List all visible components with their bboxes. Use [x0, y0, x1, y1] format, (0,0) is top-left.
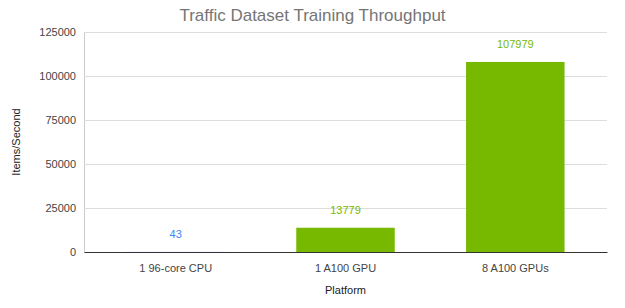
bar	[296, 228, 394, 252]
data-label: 107979	[497, 38, 534, 50]
x-axis: 1 96-core CPU 1 A100 GPU 8 A100 GPUs	[85, 252, 608, 274]
chart: 0 25000 50000 75000 100000 125000 1 96-core CP…	[0, 0, 625, 308]
x-tick-label: 8 A100 GPUs	[482, 262, 549, 274]
y-axis-title: Items/Second	[10, 108, 22, 175]
y-tick-label: 25000	[45, 202, 76, 214]
y-tick-label: 50000	[45, 158, 76, 170]
y-tick-label: 125000	[39, 26, 76, 38]
x-tick: 1 96-core CPU	[139, 252, 212, 274]
y-tick-label: 100000	[39, 70, 76, 82]
x-axis-title: Platform	[325, 284, 366, 296]
bars	[126, 62, 564, 252]
grid-line	[84, 32, 607, 33]
x-tick-label: 1 A100 GPU	[315, 262, 376, 274]
background	[0, 0, 625, 308]
x-tick-label: 1 96-core CPU	[139, 262, 212, 274]
data-label: 13779	[330, 204, 361, 216]
grid-line	[84, 252, 607, 253]
x-tick: 8 A100 GPUs	[482, 252, 549, 274]
y-axis: 0 25000 50000 75000 100000 125000	[39, 26, 607, 258]
y-tick-label: 75000	[45, 114, 76, 126]
y-tick-label: 0	[70, 246, 76, 258]
y-tick: 125000	[39, 26, 607, 38]
bar	[466, 62, 564, 252]
data-label: 43	[170, 228, 182, 240]
data-labels: 43 13779 107979	[170, 38, 534, 240]
x-axis-line	[85, 252, 608, 253]
title: Traffic Dataset Training Throughput	[179, 6, 445, 25]
bar	[126, 251, 224, 252]
y-axis-line	[84, 33, 85, 253]
plot-area: 0 25000 50000 75000 100000 125000 1 96-core CP…	[39, 26, 607, 274]
x-tick: 1 A100 GPU	[315, 252, 376, 274]
